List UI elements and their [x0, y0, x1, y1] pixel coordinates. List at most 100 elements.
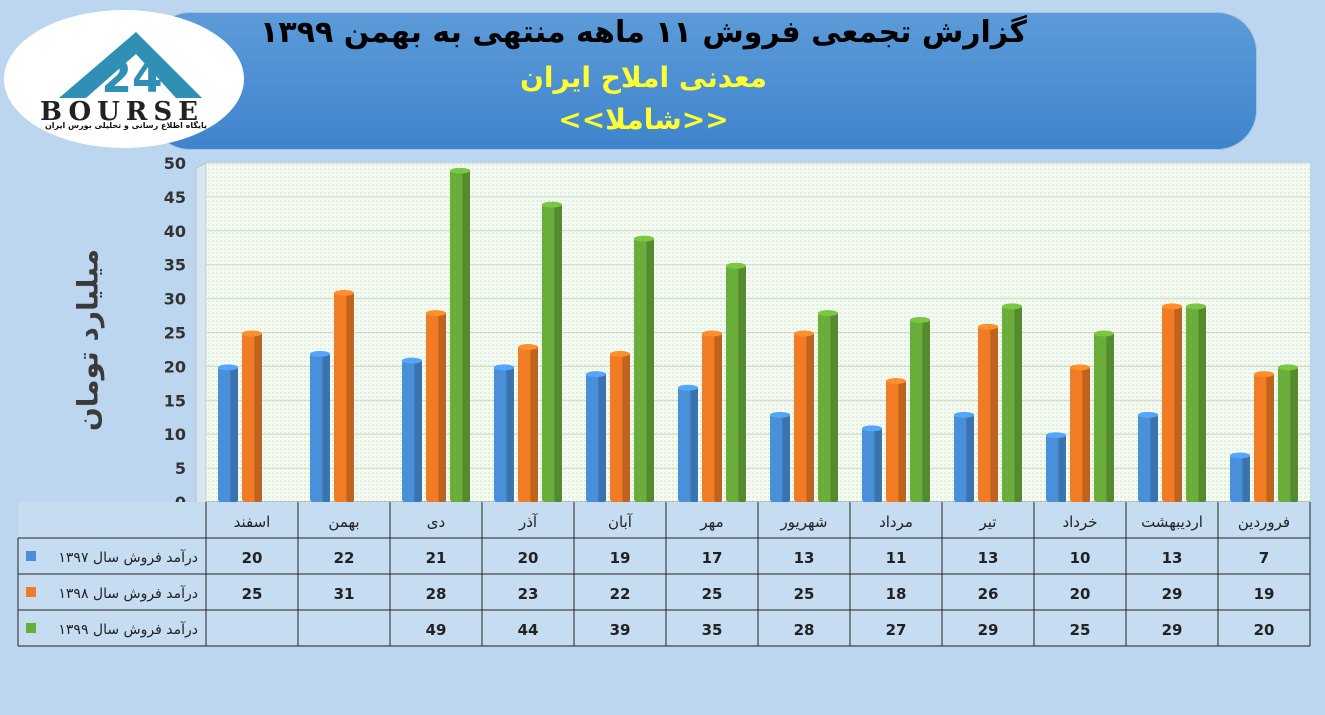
bar	[1162, 303, 1182, 502]
bar-cap	[494, 364, 514, 371]
bar	[954, 411, 974, 502]
y-tick-label: 15	[164, 391, 186, 410]
data-label: 17	[702, 549, 723, 567]
x-category-label: آذر	[518, 513, 538, 531]
bar-shade	[1014, 305, 1022, 502]
data-label: 18	[886, 585, 907, 603]
y-tick-label: 35	[164, 256, 186, 275]
bar	[1230, 452, 1250, 502]
bar-shade	[1082, 366, 1090, 502]
data-label: 20	[1254, 621, 1275, 639]
bar	[862, 425, 882, 502]
bar-shade	[646, 237, 654, 502]
bar-shade	[346, 291, 354, 502]
y-tick-label: 10	[164, 425, 186, 444]
data-label: 29	[978, 621, 999, 639]
bar-shade	[1290, 366, 1298, 502]
bar-shade	[554, 203, 562, 502]
bar-cap	[334, 289, 354, 296]
bar	[610, 350, 630, 502]
bar-shade	[438, 312, 446, 502]
x-category-label: بهمن	[328, 513, 359, 531]
bar-cap	[794, 330, 814, 337]
bar-cap	[242, 330, 262, 337]
bar-cap	[1278, 364, 1298, 371]
bar	[542, 201, 562, 502]
legend-series-label: درآمد فروش سال ۱۳۹۸	[58, 585, 198, 602]
bar-cap	[310, 350, 330, 357]
bar-shade	[506, 366, 514, 502]
bar-shade	[782, 413, 790, 502]
bar	[1186, 303, 1206, 502]
bar	[1046, 432, 1066, 502]
bar-shade	[598, 373, 606, 502]
bar-cap	[1138, 411, 1158, 418]
bar-cap	[910, 316, 930, 323]
bar-cap	[610, 350, 630, 357]
data-label: 19	[1254, 585, 1275, 603]
logo-number: 24	[101, 52, 162, 103]
bar-cap	[678, 384, 698, 391]
data-label: 25	[794, 585, 815, 603]
bar-cap	[1186, 303, 1206, 310]
bar	[1070, 364, 1090, 502]
bar-shade	[714, 332, 722, 502]
data-label: 29	[1162, 621, 1183, 639]
bar-shade	[1150, 413, 1158, 502]
bar-cap	[1046, 432, 1066, 439]
bar	[702, 330, 722, 502]
bar-cap	[634, 235, 654, 242]
bar-cap	[586, 371, 606, 378]
bourse24-logo: 24 BOURSE پایگاه اطلاع رسانی و تحلیلی بو…	[4, 10, 244, 148]
bar	[586, 371, 606, 502]
logo-wordmark: BOURSE	[40, 97, 204, 127]
y-tick-label: 20	[164, 357, 186, 376]
bar-cap	[1254, 371, 1274, 378]
bar-cap	[818, 310, 838, 317]
bar	[678, 384, 698, 502]
bar-shade	[230, 366, 238, 502]
bar-shade	[1242, 454, 1250, 502]
bar-cap	[402, 357, 422, 364]
bar-cap	[1162, 303, 1182, 310]
x-category-label: فروردین	[1238, 513, 1290, 531]
logo-tagline: پایگاه اطلاع رسانی و تحلیلی بورس ایران	[44, 121, 208, 130]
bar	[426, 310, 446, 502]
bar	[242, 330, 262, 502]
y-tick-label: 45	[164, 188, 186, 207]
bar-cap	[954, 411, 974, 418]
x-category-label: مهر	[699, 513, 723, 531]
x-category-label: اردیبهشت	[1141, 513, 1203, 531]
ticker-symbol: <<شاملا>>	[558, 103, 729, 136]
bar-cap	[542, 201, 562, 208]
bar-shade	[830, 312, 838, 502]
data-label: 13	[1162, 549, 1183, 567]
logo-graphic: 24 BOURSE	[40, 32, 204, 127]
data-label: 35	[702, 621, 723, 639]
bar-cap	[978, 323, 998, 330]
data-label: 44	[518, 621, 539, 639]
bar-shade	[874, 427, 882, 502]
data-label: 25	[242, 585, 263, 603]
bar-cap	[886, 377, 906, 384]
bar	[334, 289, 354, 502]
bar-shade	[322, 352, 330, 502]
bar-cap	[702, 330, 722, 337]
data-label: 7	[1259, 549, 1269, 567]
bar	[886, 377, 906, 502]
bar-cap	[862, 425, 882, 432]
bar	[1278, 364, 1298, 502]
data-label: 20	[242, 549, 263, 567]
company-name: معدنی املاح ایران	[519, 61, 768, 94]
data-label: 19	[610, 549, 631, 567]
data-label: 13	[794, 549, 815, 567]
bar-shade	[806, 332, 814, 502]
data-label: 29	[1162, 585, 1183, 603]
bar-shade	[622, 352, 630, 502]
data-label: 11	[886, 549, 907, 567]
data-label: 25	[702, 585, 723, 603]
data-label: 22	[334, 549, 355, 567]
report-header: گزارش تجمعی فروش ۱۱ ماهه منتهی به بهمن ۱…	[150, 12, 1257, 150]
bar-shade	[1174, 305, 1182, 502]
bar	[1094, 330, 1114, 502]
